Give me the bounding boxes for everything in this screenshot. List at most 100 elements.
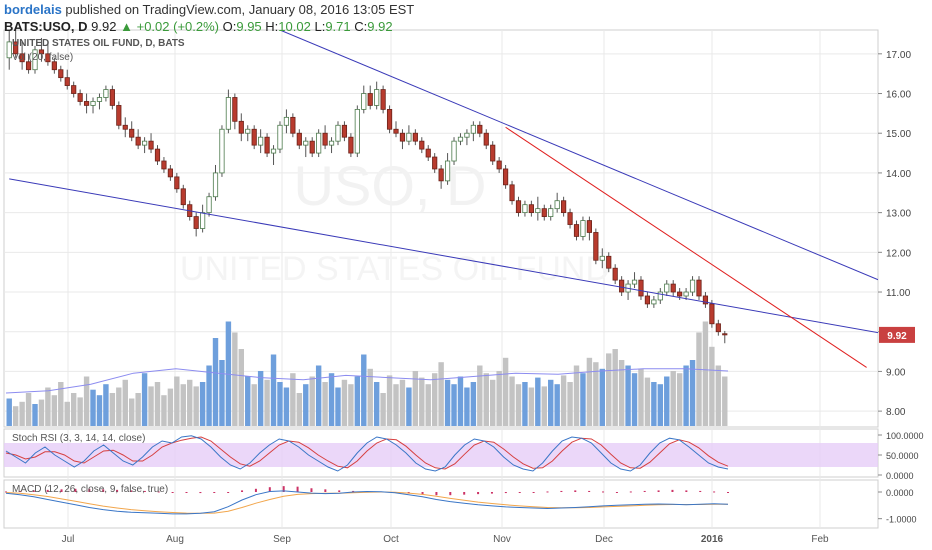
volume-bar	[361, 354, 367, 426]
volume-bar	[522, 382, 528, 426]
volume-bar	[77, 397, 83, 426]
candle-body	[561, 200, 567, 214]
price-axis-label: 9.00	[886, 367, 906, 378]
volume-bar	[638, 368, 644, 426]
symbol-label[interactable]: BATS:USO, D	[4, 19, 88, 34]
candle-body	[432, 156, 438, 170]
candle-body	[32, 49, 38, 71]
candle-body	[38, 49, 45, 55]
candle-body	[116, 105, 122, 126]
macd-histogram-bar	[310, 488, 313, 492]
candle-body	[490, 144, 496, 162]
candle-body	[638, 279, 644, 297]
candle-body	[567, 212, 573, 225]
volume-bar	[657, 384, 664, 426]
macd-histogram-bar	[352, 490, 355, 492]
volume-bar	[464, 387, 470, 426]
volume-bar	[245, 376, 251, 426]
open-label: O:	[222, 19, 237, 34]
macd-histogram-bar	[657, 490, 660, 492]
candle-body	[245, 128, 251, 134]
macd-histogram-bar	[5, 491, 7, 493]
volume-bar	[406, 387, 412, 426]
macd-histogram-bar	[435, 492, 438, 496]
candle-body	[322, 132, 328, 146]
candle-body	[200, 212, 206, 229]
volume-bar	[341, 379, 348, 426]
volume-bar	[676, 373, 683, 426]
price-axis-label: 15.00	[886, 129, 911, 140]
candle-body	[586, 220, 592, 233]
candle-body	[6, 41, 12, 59]
volume-bar	[631, 373, 638, 426]
candle-body	[503, 168, 509, 186]
candle-body	[193, 216, 199, 229]
macd-histogram-bar	[157, 491, 160, 493]
volume-bar	[264, 379, 270, 426]
candle-body	[664, 283, 670, 293]
chart-header: bordelais published on TradingView.com, …	[4, 1, 704, 35]
macd-histogram-bar	[560, 490, 563, 492]
published-text: published on TradingView.com, January 08…	[65, 2, 415, 17]
price-axis-label: 16.00	[886, 90, 911, 101]
macd-histogram-bar	[254, 488, 257, 492]
macd-histogram-bar	[102, 489, 105, 492]
candle-body	[296, 132, 302, 146]
candle-body	[328, 140, 335, 146]
candle-body	[96, 97, 103, 102]
macd-histogram-bar	[699, 490, 702, 492]
volume-bar	[483, 373, 489, 426]
candle-body	[142, 140, 148, 146]
candle-body	[612, 267, 618, 281]
macd-histogram-bar	[727, 492, 729, 493]
volume-bar	[580, 373, 586, 426]
candle-body	[541, 208, 547, 217]
candle-body	[335, 124, 341, 142]
volume-bar	[425, 384, 431, 426]
high-label: H:	[265, 19, 279, 34]
candle-body	[709, 303, 715, 325]
time-axis-label: Sep	[273, 534, 291, 545]
volume-bar	[593, 362, 599, 426]
macd-histogram-bar	[643, 490, 646, 492]
volume-bar	[212, 338, 219, 426]
candle-body	[174, 176, 180, 190]
low-value: 9.71	[325, 19, 351, 34]
candle-body	[509, 184, 515, 202]
time-axis-label: Dec	[595, 534, 613, 545]
close-label: C:	[354, 19, 368, 34]
macd-histogram-bar	[615, 492, 618, 493]
volume-bar	[689, 360, 696, 426]
macd-histogram-bar	[213, 492, 216, 493]
volume-bar	[148, 386, 154, 426]
volume-bar	[528, 387, 535, 426]
stoch-axis-label: 0.0000	[886, 471, 914, 481]
candle-body	[180, 188, 186, 206]
author-name[interactable]: bordelais	[4, 2, 62, 17]
volume-bar	[70, 393, 77, 426]
candle-body	[683, 291, 689, 297]
price-axis-label: 11.00	[886, 288, 911, 299]
candle-body	[19, 53, 25, 63]
candle-body	[444, 160, 451, 182]
volume-bar	[103, 384, 109, 426]
volume-bar	[573, 365, 580, 426]
volume-bar	[489, 379, 496, 426]
volume-bar	[109, 393, 116, 426]
macd-axis-label: 0.0000	[886, 488, 914, 498]
volume-bar	[599, 368, 606, 426]
candle-body	[696, 279, 702, 297]
volume-bar	[277, 382, 283, 426]
candle-body	[657, 291, 663, 301]
volume-bar	[367, 368, 373, 426]
stoch-label: Stoch RSI (3, 3, 14, 14, close)	[12, 433, 145, 444]
volume-bar	[270, 354, 277, 426]
candle-body	[71, 85, 77, 94]
volume-bar	[251, 384, 257, 426]
macd-line	[5, 490, 729, 515]
macd-histogram-bar	[199, 492, 202, 494]
macd-histogram-bar	[74, 488, 77, 492]
time-axis-label: Jul	[62, 534, 75, 545]
macd-histogram-bar	[602, 491, 605, 493]
